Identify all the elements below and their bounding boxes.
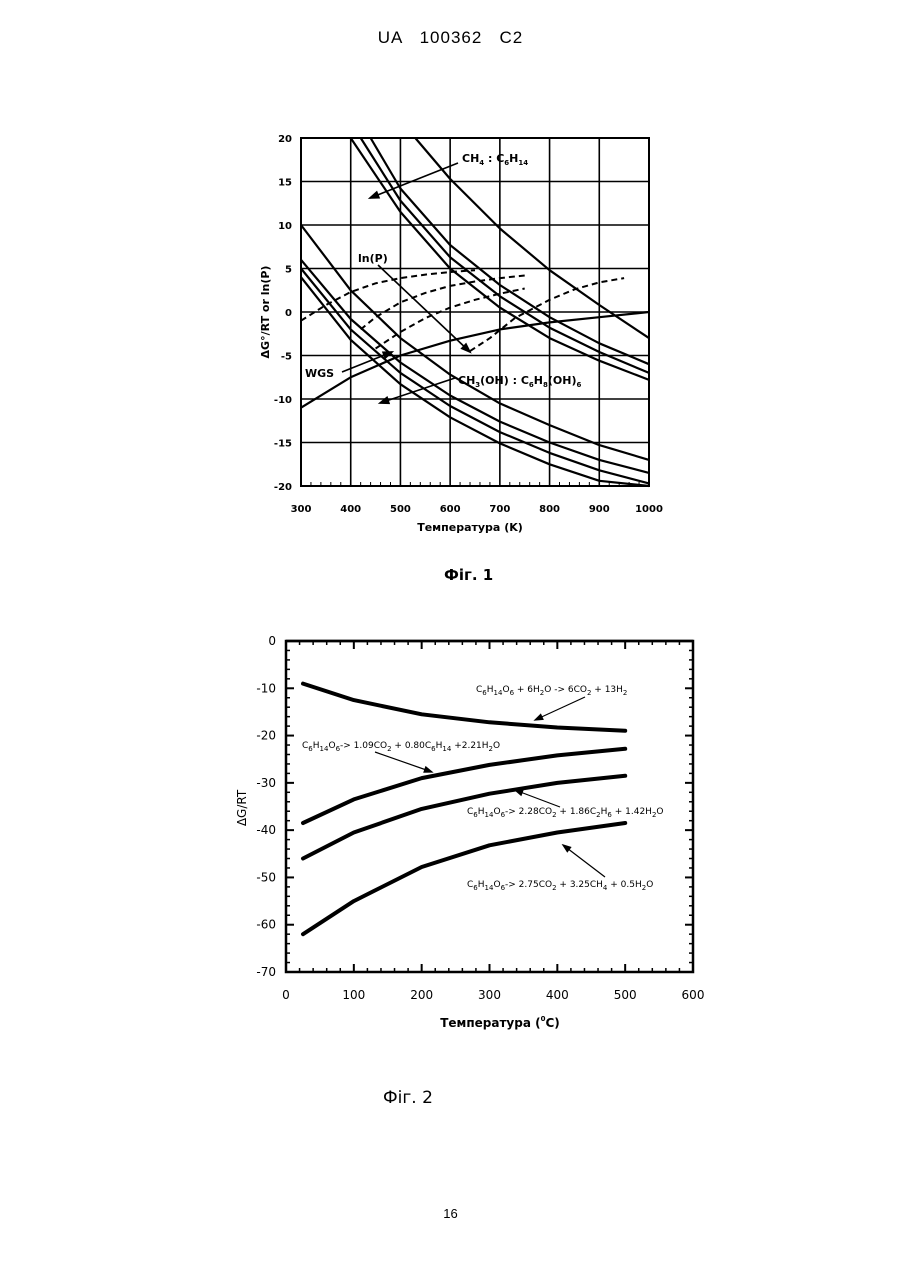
chart2-equation-part: + 0.5H (607, 880, 641, 890)
chart2-equation-3: C6H14O6-> 2.75CO2 + 3.25CH4 + 0.5H2O (467, 880, 653, 892)
chart2-y-axis-title: ΔG/RT (235, 789, 249, 826)
chart2-annotations: C6H14O6 + 6H2O -> 6CO2 + 13H2C6H14O6-> 1… (302, 685, 664, 892)
chart2-equation-0: C6H14O6 + 6H2O -> 6CO2 + 13H2 (476, 685, 627, 697)
chart2-arrow-1-head (424, 767, 432, 772)
chart2-equation-part: H (478, 807, 485, 817)
chart2-y-tick-label: -30 (256, 776, 276, 790)
chart2-equation-part: -> 2.28CO (505, 807, 552, 817)
chart2-equation-1: C6H14O6-> 1.09CO2 + 0.80C6H14 +2.21H2O (302, 741, 500, 753)
page-number: 16 (0, 1206, 901, 1221)
chart2-x-tick-label: 500 (614, 988, 637, 1002)
chart2-series-2 (303, 776, 625, 859)
chart2-equation-part: -> 2.75CO (505, 880, 552, 890)
chart2-equation-part: -> 1.09CO (340, 741, 387, 751)
chart2-equation-part: O (493, 880, 500, 890)
chart2-equation-part: H (313, 741, 320, 751)
chart2-arrow-0 (535, 697, 585, 720)
chart2-equation-part: + 1.86C (557, 807, 597, 817)
chart2-equation-part: H (487, 685, 494, 695)
chart2-equation-part: +2.21H (451, 741, 488, 751)
chart2-x-tick-label: 100 (342, 988, 365, 1002)
chart2-equation-part: O (502, 685, 509, 695)
chart2-equation-part: + 1.42H (612, 807, 652, 817)
chart2-equation-part: H (436, 741, 443, 751)
chart2-equation-part: O (646, 880, 653, 890)
chart2-arrow-0-head (535, 714, 543, 720)
chart2-equation-2: C6H14O6-> 2.28CO2 + 1.86C2H6 + 1.42H2O (467, 807, 664, 819)
chart2-equation-part: + 6H (514, 685, 540, 695)
chart2-arrow-2-head (515, 790, 523, 795)
chart2-arrow-1 (375, 752, 432, 772)
chart2-x-tick-label: 300 (478, 988, 501, 1002)
figure2-caption: Фіг. 2 (383, 1088, 433, 1108)
chart2-equation-part: O (493, 741, 500, 751)
chart2-x-tick-label: 200 (410, 988, 433, 1002)
chart2-y-tick-label: -50 (256, 870, 276, 884)
chart2-y-tick-label: -60 (256, 918, 276, 932)
chart2-equation-part: O -> 6CO (544, 685, 587, 695)
chart2-y-tick-label: 0 (268, 634, 276, 648)
chart2-equation-part: + 3.25CH (557, 880, 603, 890)
chart2-x-tick-label: 0 (282, 988, 290, 1002)
chart2-arrow-3-head (563, 845, 571, 852)
chart2-equation-part: O (656, 807, 663, 817)
chart2-y-tick-label: -20 (256, 729, 276, 743)
chart2-x-tick-label: 600 (682, 988, 705, 1002)
chart2-equation-part: + 13H (591, 685, 622, 695)
chart2-equation-part: 2 (623, 689, 627, 697)
chart2-y-tick-label: -10 (256, 681, 276, 695)
chart2-series-3 (303, 823, 625, 934)
chart2-x-tick-label: 400 (546, 988, 569, 1002)
chart2-equation-part: H (478, 880, 485, 890)
chart2-y-tick-label: -70 (256, 965, 276, 979)
chart2-equation-part: + 0.80C (392, 741, 432, 751)
chart2-equation-part: O (493, 807, 500, 817)
chart2-x-axis-title: Температура (0C) (440, 1015, 560, 1030)
chart2-equation-part: O (328, 741, 335, 751)
chart2-y-tick-label: -40 (256, 823, 276, 837)
chart2-equation-part: H (601, 807, 608, 817)
